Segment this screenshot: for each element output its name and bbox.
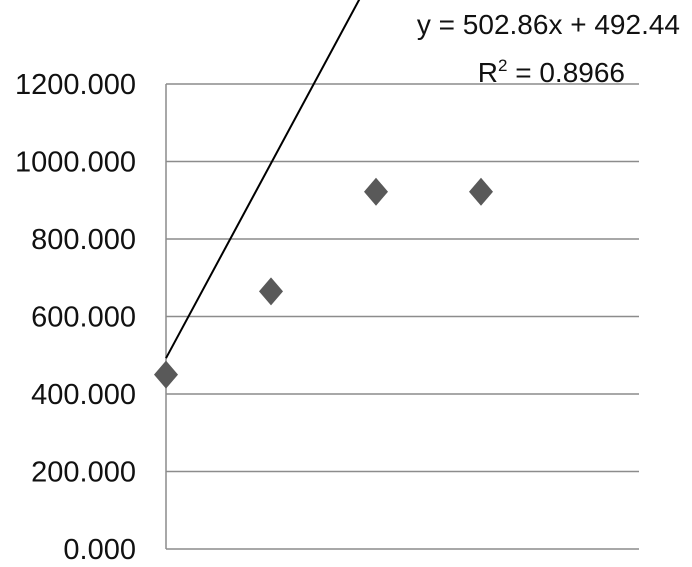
data-point: [154, 360, 178, 389]
y-tick-label: 1000.000: [15, 147, 136, 179]
y-tick-label: 1200.000: [15, 69, 136, 101]
data-point: [364, 177, 388, 206]
trendline-layer: [165, 0, 361, 359]
r-squared-prefix: R: [478, 57, 498, 88]
data-point: [259, 277, 283, 306]
trendline: [165, 0, 361, 359]
trendline-equation: y = 502.86x + 492.44: [417, 9, 680, 40]
y-tick-label: 800.000: [31, 224, 136, 256]
y-axis-tick-labels: 0.000 200.000 400.000 600.000 800.000 1000.00…: [15, 69, 136, 566]
y-tick-label: 0.000: [63, 534, 136, 566]
r-squared-value: = 0.8966: [507, 57, 625, 88]
r-squared-superscript: 2: [498, 56, 507, 75]
data-point: [469, 177, 493, 206]
r-squared-label: R2 = 0.8966: [478, 56, 625, 88]
y-tick-label: 600.000: [31, 302, 136, 334]
y-tick-label: 200.000: [31, 457, 136, 489]
data-points: [154, 177, 493, 389]
gridlines: [166, 83, 639, 550]
y-tick-label: 400.000: [31, 379, 136, 411]
